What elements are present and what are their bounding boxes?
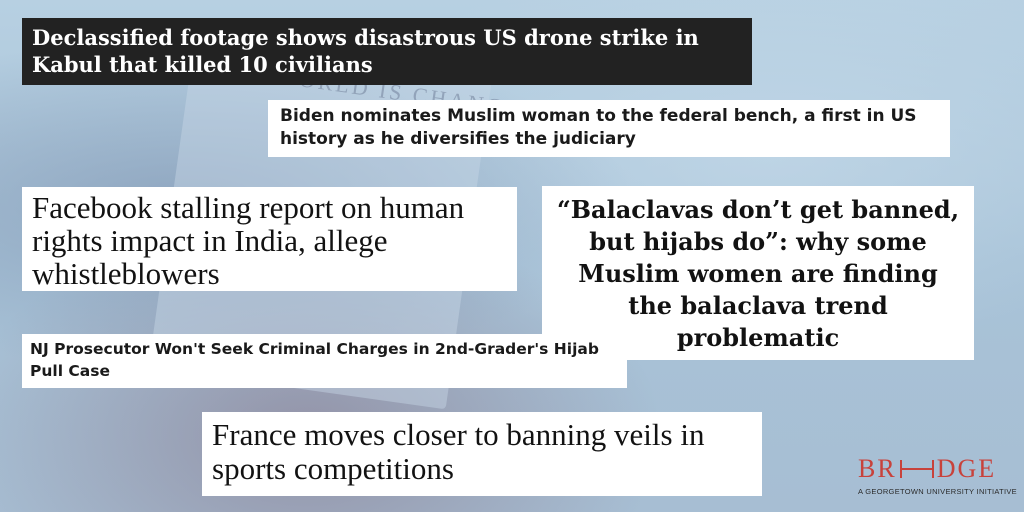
headline-drone-strike: Declassified footage shows disastrous US… — [22, 18, 752, 85]
bridge-logo: BR DGE A GEORGETOWN UNIVERSITY INITIATIV… — [858, 455, 1018, 497]
headline-balaclavas: “Balaclavas don’t get banned, but hijabs… — [542, 186, 974, 360]
bridge-bar-icon — [899, 460, 934, 478]
logo-tagline: A GEORGETOWN UNIVERSITY INITIATIVE — [858, 487, 1017, 496]
headline-france-veils: France moves closer to banning veils in … — [202, 412, 762, 496]
headline-nj-prosecutor: NJ Prosecutor Won't Seek Criminal Charge… — [22, 334, 627, 388]
bridge-logo-mark: BR DGE — [858, 455, 1018, 483]
headline-facebook-report: Facebook stalling report on human rights… — [22, 187, 517, 291]
logo-right-text: DGE — [936, 454, 997, 483]
headline-biden-nominee: Biden nominates Muslim woman to the fede… — [268, 100, 950, 157]
logo-left-text: BR — [858, 454, 897, 483]
